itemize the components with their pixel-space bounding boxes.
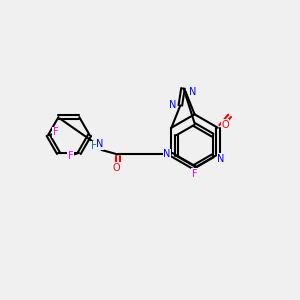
Text: N: N	[96, 139, 104, 149]
Text: N: N	[217, 154, 224, 164]
Text: N: N	[163, 149, 171, 160]
Text: F: F	[53, 127, 58, 137]
Text: N: N	[169, 100, 177, 110]
Text: H: H	[91, 141, 99, 152]
Text: O: O	[112, 163, 120, 173]
Text: F: F	[192, 169, 197, 179]
Text: N: N	[189, 87, 197, 97]
Text: O: O	[221, 120, 229, 130]
Text: F: F	[68, 151, 73, 161]
